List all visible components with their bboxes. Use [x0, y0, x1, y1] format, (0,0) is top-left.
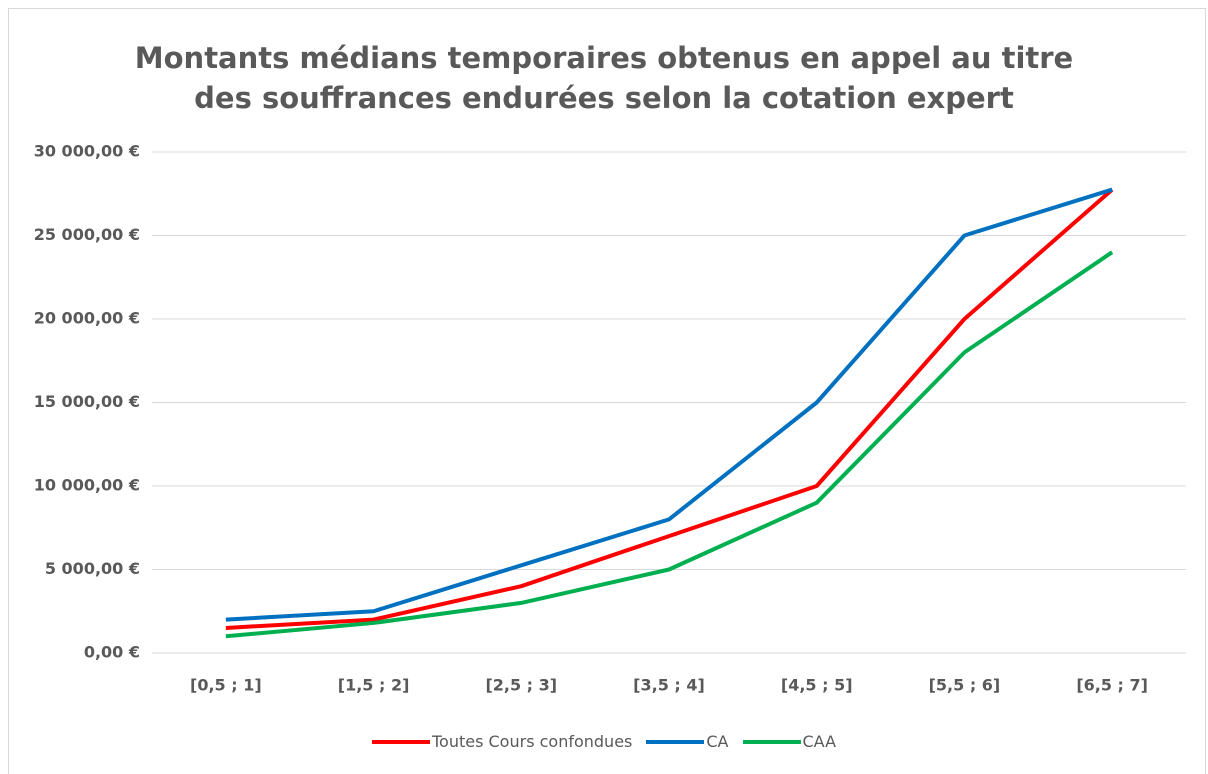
legend-label: Toutes Cours confondues [431, 732, 633, 751]
y-tick-label: 20 000,00 € [34, 309, 140, 328]
legend-swatch [742, 739, 801, 744]
legend-label: CA [706, 732, 729, 751]
legend-entry: CAA [742, 732, 837, 751]
y-tick-label: 30 000,00 € [34, 142, 140, 161]
legend-label: CAA [802, 732, 837, 751]
x-tick-label: [3,5 ; 4] [633, 676, 705, 695]
chart-frame [8, 8, 1206, 774]
series-line [225, 187, 1113, 622]
x-tick-label: [2,5 ; 3] [485, 676, 557, 695]
x-tick-label: [6,5 ; 7] [1076, 676, 1148, 695]
legend-swatch [646, 739, 705, 744]
x-tick-label: [1,5 ; 2] [338, 676, 410, 695]
x-tick-label: [0,5 ; 1] [190, 676, 262, 695]
chart-title: Montants médians temporaires obtenus en … [134, 41, 1074, 115]
legend-swatch [371, 739, 430, 744]
legend-entry: Toutes Cours confondues [371, 732, 633, 751]
y-tick-label: 15 000,00 € [34, 392, 140, 411]
y-tick-label: 25 000,00 € [34, 225, 140, 244]
y-tick-label: 10 000,00 € [34, 476, 140, 495]
series-line [225, 250, 1114, 639]
series-line [225, 188, 1114, 630]
legend-entry: CA [646, 732, 729, 751]
x-tick-label: [4,5 ; 5] [781, 676, 853, 695]
legend: Toutes Cours confondues CA CAA [0, 732, 1208, 751]
y-tick-label: 5 000,00 € [45, 559, 140, 578]
x-tick-label: [5,5 ; 6] [929, 676, 1001, 695]
y-tick-label: 0,00 € [84, 643, 140, 662]
